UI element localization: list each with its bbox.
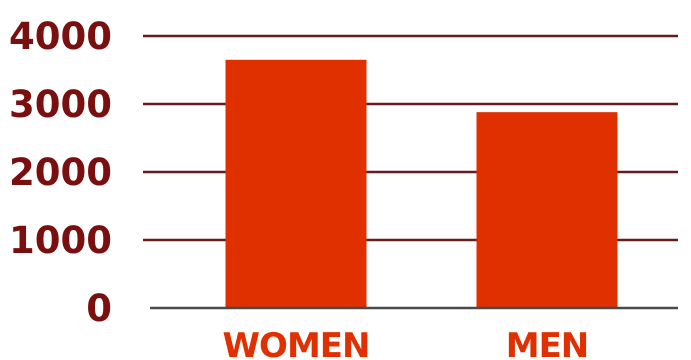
y-tick-label-0: 0	[86, 287, 112, 330]
bars	[225, 59, 618, 308]
y-axis-ticks: 0 1000 2000 3000 4000	[9, 15, 112, 330]
bar-women	[225, 59, 367, 308]
y-tick-label-4000: 4000	[9, 15, 112, 58]
category-label-women: WOMEN	[223, 326, 370, 360]
bar-men	[476, 112, 618, 308]
y-tick-label-1000: 1000	[9, 219, 112, 262]
category-label-men: MEN	[506, 326, 589, 360]
x-axis-categories: WOMEN MEN	[223, 326, 590, 360]
y-tick-label-3000: 3000	[9, 83, 112, 126]
y-tick-label-2000: 2000	[9, 151, 112, 194]
